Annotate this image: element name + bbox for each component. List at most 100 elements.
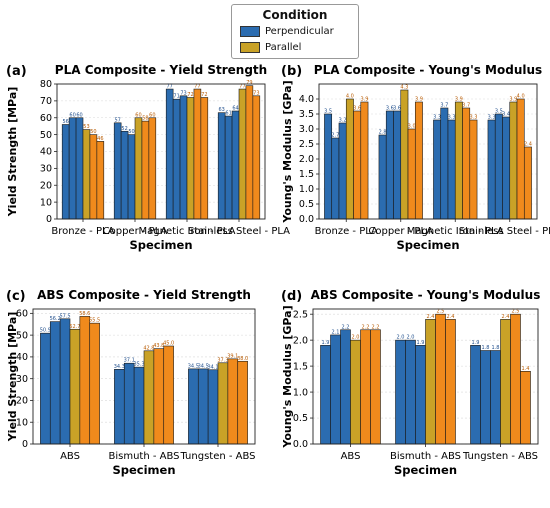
bar: [470, 345, 481, 445]
bar: [350, 339, 361, 445]
y-tick-label: 1.5: [293, 361, 308, 372]
panel-label: (d): [281, 289, 302, 304]
data-label: 60: [69, 112, 75, 118]
data-label: 2.2: [342, 324, 350, 330]
panel-label: (c): [6, 289, 26, 304]
bar: [502, 116, 511, 220]
y-tick-label: 80: [40, 79, 52, 90]
panel-title: ABS Composite - Yield Strength: [37, 288, 251, 302]
bar: [127, 134, 136, 220]
plot-frame: [56, 83, 266, 220]
legend-swatch-parallel: [240, 41, 260, 53]
data-label: 56.2: [50, 316, 61, 322]
bar: [217, 112, 226, 220]
bar: [462, 107, 471, 220]
y-tick-label: 30: [40, 164, 52, 175]
bar: [207, 369, 219, 445]
bar: [143, 350, 155, 445]
bar: [338, 122, 347, 220]
chart-panel-d: (d) ABS Composite - Young's Modulus 0.0 0.5…: [281, 288, 541, 477]
y-tick-label: 1.0: [293, 387, 308, 398]
data-label: 37.1: [124, 358, 135, 364]
data-label: 71: [173, 94, 179, 100]
x-axis-label: Specimen: [396, 238, 459, 252]
data-label: 2.4: [447, 314, 455, 320]
y-tick-label: 2.0: [299, 154, 314, 165]
data-label: 57: [114, 117, 120, 123]
data-label: 79: [246, 80, 252, 86]
data-label: 53: [83, 124, 89, 130]
bar: [133, 366, 145, 445]
data-label: 50: [128, 129, 134, 135]
bar: [40, 332, 51, 445]
data-label: 3.3: [469, 115, 477, 121]
y-axis-label: Yield Strength [MPa]: [6, 312, 19, 443]
data-label: 3.9: [455, 97, 463, 103]
data-label: 34.5: [198, 363, 209, 369]
bar: [197, 368, 209, 445]
data-label: 2.7: [331, 133, 339, 139]
y-tick-label: 50: [16, 330, 28, 341]
y-tick-label: 10: [16, 417, 28, 428]
plot-frame: [318, 83, 538, 220]
x-axis-label: Specimen: [112, 463, 175, 477]
bar: [345, 98, 354, 220]
data-label: 3.6: [386, 106, 394, 112]
data-label: 3.7: [462, 103, 470, 109]
category-label: Stainless Steel - PLA: [459, 226, 550, 237]
y-tick-label: 3.5: [299, 109, 314, 120]
data-label: 38.0: [237, 356, 248, 362]
bar: [217, 362, 229, 445]
chart-panel-c: (c) ABS Composite - Yield Strength 0 10 20 30…: [6, 288, 256, 477]
y-tick-label: 0.5: [299, 199, 314, 210]
data-label: 37.3: [217, 357, 228, 363]
x-axis-label: Specimen: [129, 238, 192, 252]
bar: [490, 350, 501, 445]
y-tick-label: 20: [40, 180, 52, 191]
data-label: 52: [121, 126, 127, 132]
y-tick-label: 3.0: [299, 124, 314, 135]
bar: [141, 120, 150, 220]
bar: [193, 88, 202, 220]
bar: [69, 328, 81, 445]
data-label: 61: [225, 111, 231, 117]
y-tick-label: 0.5: [293, 413, 308, 424]
data-label: 1.4: [522, 366, 530, 372]
data-label: 35.3: [133, 362, 144, 368]
legend-item-parallel: Parallel: [240, 41, 301, 55]
bar: [153, 348, 165, 445]
bar: [340, 329, 351, 445]
legend-label-parallel: Parallel: [265, 42, 302, 53]
bar: [114, 369, 125, 445]
legend: Condition Perpendicular Parallel: [231, 4, 359, 59]
bar: [252, 95, 261, 220]
bar: [454, 101, 463, 220]
data-label: 58.6: [79, 311, 90, 317]
bar: [68, 117, 77, 220]
bar: [440, 107, 449, 220]
y-tick-label: 60: [16, 309, 28, 320]
data-label: 3.6: [353, 106, 361, 112]
data-label: 73: [253, 90, 259, 96]
category-label: Bronze - PLA: [51, 226, 114, 237]
chart-panel-b: (b) PLA Composite - Young's Modulus 0.0 0.5…: [281, 63, 550, 252]
data-label: 45.0: [163, 341, 174, 347]
y-tick-label: 0: [22, 439, 28, 450]
y-axis-label: Young's Modulus [GPa]: [281, 305, 294, 448]
data-label: 2.8: [379, 130, 387, 136]
y-tick-label: 4.0: [299, 94, 314, 105]
y-tick-label: 2.5: [299, 139, 314, 150]
bar: [405, 339, 416, 445]
data-label: 3.9: [360, 97, 368, 103]
category-label: Tungsten - ABS: [462, 451, 538, 462]
data-label: 39.1: [227, 353, 238, 359]
y-tick-label: 0.0: [299, 214, 314, 225]
bar: [360, 101, 369, 220]
data-label: 3.2: [339, 118, 347, 124]
data-label: 1.8: [482, 345, 490, 351]
y-tick-label: 30: [16, 374, 28, 385]
data-label: 3.4: [502, 112, 510, 118]
panel-title: ABS Composite - Young's Modulus: [311, 288, 541, 302]
data-label: 60: [76, 112, 82, 118]
data-label: 1.9: [417, 340, 425, 346]
